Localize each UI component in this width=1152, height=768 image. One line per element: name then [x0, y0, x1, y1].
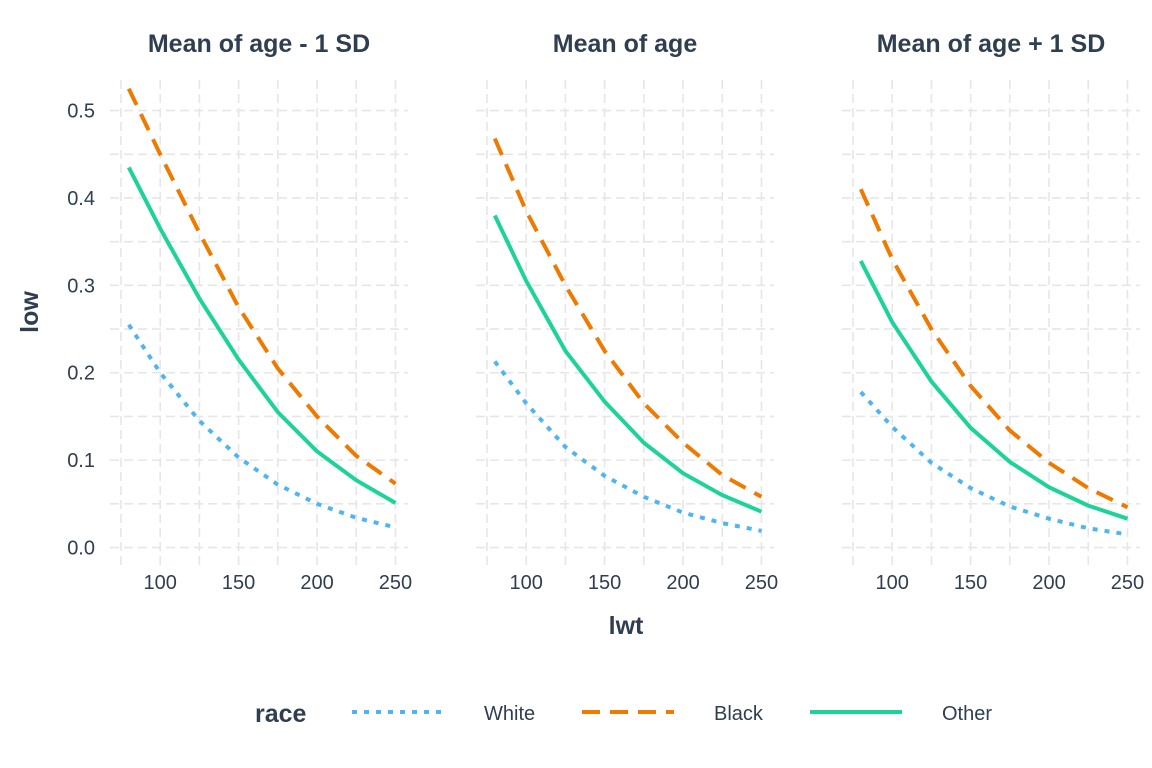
legend-label-white: White [484, 703, 535, 725]
legend: race White Black Other [255, 700, 992, 728]
series-line-black [858, 188, 1129, 510]
series-line-white [127, 323, 396, 530]
x-tick-label: 150 [588, 572, 621, 594]
x-tick-label: 150 [222, 572, 255, 594]
x-axis-title: lwt [609, 612, 644, 640]
legend-label-other: Other [942, 703, 992, 725]
x-tick-label: 100 [510, 572, 543, 594]
y-tick-label: 0.2 [67, 363, 95, 385]
series-line-other [127, 166, 397, 505]
panel-title: Mean of age - 1 SD [148, 30, 370, 58]
panel-2: Mean of age 100 150 200 250 [476, 30, 778, 594]
series-line-black [492, 137, 763, 499]
x-tick-label: 200 [666, 572, 699, 594]
series-line-other [859, 259, 1129, 521]
panel-title: Mean of age [553, 30, 698, 58]
x-tick-label: 100 [876, 572, 909, 594]
y-tick-label: 0.0 [67, 538, 95, 560]
x-tick-label: 250 [745, 572, 778, 594]
x-tick-label: 150 [954, 572, 987, 594]
panel-1: Mean of age - 1 SD 100 150 200 250 0.0 0.1 0.2 0… [67, 30, 412, 594]
legend-label-black: Black [714, 703, 764, 725]
series-line-white [859, 390, 1128, 537]
x-tick-label: 250 [379, 572, 412, 594]
panels-layer: Mean of age - 1 SD 100 150 200 250 0.0 0.1 0.2 0… [67, 30, 1144, 594]
series-line-other [492, 214, 763, 514]
y-tick-label: 0.1 [67, 450, 95, 472]
x-tick-label: 100 [144, 572, 177, 594]
y-axis-title: low [16, 291, 44, 333]
x-tick-label: 250 [1111, 572, 1144, 594]
series-line-white [493, 360, 762, 533]
y-tick-label: 0.5 [67, 101, 95, 123]
y-tick-label: 0.3 [67, 275, 95, 297]
y-tick-label: 0.4 [67, 188, 95, 210]
panel-title: Mean of age + 1 SD [877, 30, 1106, 58]
series-line-black [126, 87, 397, 486]
x-tick-label: 200 [1032, 572, 1065, 594]
x-tick-label: 200 [300, 572, 333, 594]
panel-3: Mean of age + 1 SD 100 150 200 250 [842, 30, 1144, 594]
legend-title: race [255, 700, 307, 728]
